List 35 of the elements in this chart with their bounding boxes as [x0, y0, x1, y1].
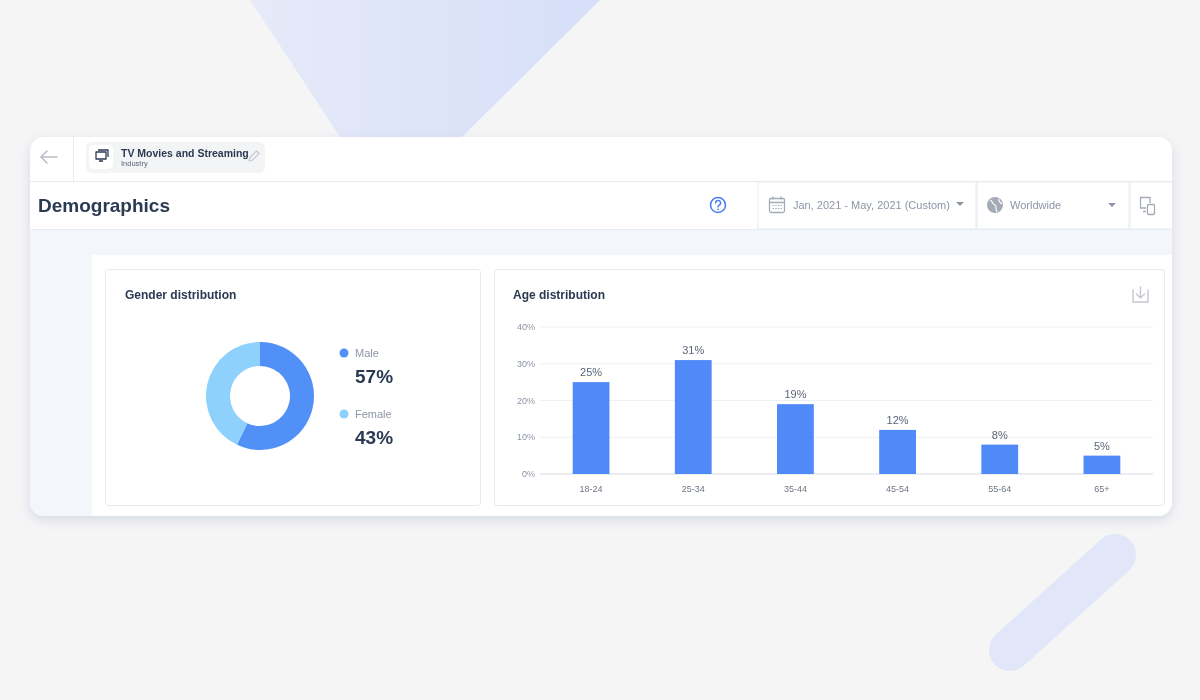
- data-label: 8%: [991, 428, 1008, 441]
- donut-slice: [206, 342, 260, 445]
- x-tick-label: 35-44: [783, 484, 807, 494]
- text: TV Movies and Streaming: [121, 147, 249, 159]
- bar: [981, 444, 1019, 474]
- text: Demographics: [38, 195, 170, 216]
- x-tick-label: 45-54: [886, 484, 910, 494]
- bar: [777, 404, 814, 474]
- data-label: 19%: [784, 388, 807, 401]
- legend-label: Male: [355, 347, 379, 359]
- x-tick-label: 55-64: [988, 484, 1012, 494]
- y-tick-label: 30%: [516, 358, 535, 369]
- data-label: 31%: [682, 344, 705, 357]
- text: Jan, 2021 - May, 2021 (Custom): [793, 199, 950, 211]
- data-label: 43%: [355, 427, 394, 448]
- data-label: 25%: [580, 366, 603, 379]
- y-tick-label: 40%: [516, 322, 535, 333]
- chart-title: Age distribution: [513, 288, 605, 302]
- legend-label: Female: [355, 408, 392, 420]
- y-tick-label: 20%: [516, 395, 535, 406]
- data-label: 57%: [355, 366, 394, 387]
- y-tick-label: 0%: [521, 469, 535, 480]
- bar: [674, 360, 712, 474]
- text: Worldwide: [1010, 199, 1062, 211]
- x-tick-label: 18-24: [579, 484, 603, 494]
- bar: [1083, 455, 1121, 474]
- x-tick-label: 65+: [1094, 484, 1110, 494]
- data-label: 5%: [1093, 439, 1111, 452]
- data-label: 12%: [886, 413, 909, 426]
- x-tick-label: 25-34: [681, 484, 705, 494]
- bar: [879, 429, 916, 474]
- bar: [572, 382, 610, 474]
- y-tick-label: 10%: [516, 432, 535, 443]
- chart-title: Gender distribution: [125, 288, 237, 302]
- donut-slice: [237, 342, 314, 450]
